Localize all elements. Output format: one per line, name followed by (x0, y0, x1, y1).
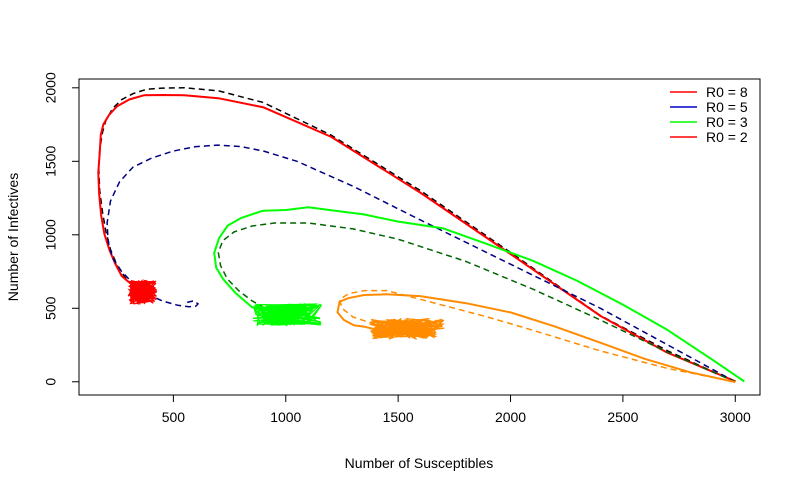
y-tick-label: 1000 (43, 219, 59, 250)
x-tick-label: 2000 (495, 409, 526, 425)
legend-label: R0 = 3 (706, 114, 748, 130)
legend-label: R0 = 8 (706, 84, 748, 100)
series-line-4 (213, 206, 745, 383)
x-tick-label: 2500 (607, 409, 638, 425)
y-tick-label: 0 (43, 378, 59, 386)
y-tick-label: 2000 (43, 72, 59, 103)
x-axis-title: Number of Susceptibles (345, 455, 494, 471)
series-line-2 (106, 144, 736, 383)
series-line-5 (338, 289, 736, 383)
y-axis-title: Number of Infectives (5, 173, 21, 301)
cluster-layer (127, 279, 445, 340)
endemic-cluster-1 (252, 303, 323, 327)
legend-label: R0 = 2 (706, 129, 748, 145)
y-tick-label: 1500 (43, 146, 59, 177)
x-axis: 500 1000 1500 2000 2500 3000 (162, 394, 751, 425)
x-tick-label: 1000 (270, 409, 301, 425)
y-tick-label: 500 (43, 296, 59, 320)
series-line-3 (217, 222, 736, 383)
x-tick-label: 500 (162, 409, 186, 425)
endemic-cluster-2 (369, 317, 445, 340)
legend: R0 = 8R0 = 5R0 = 3R0 = 2 (670, 84, 748, 145)
y-axis: 0 500 1000 1500 2000 (43, 72, 80, 386)
series-line-6 (336, 293, 736, 384)
legend-label: R0 = 5 (706, 99, 748, 115)
series-layer (97, 87, 745, 384)
series-line-1 (97, 94, 736, 383)
endemic-cluster-0 (127, 279, 158, 306)
x-tick-label: 3000 (720, 409, 751, 425)
x-tick-label: 1500 (383, 409, 414, 425)
